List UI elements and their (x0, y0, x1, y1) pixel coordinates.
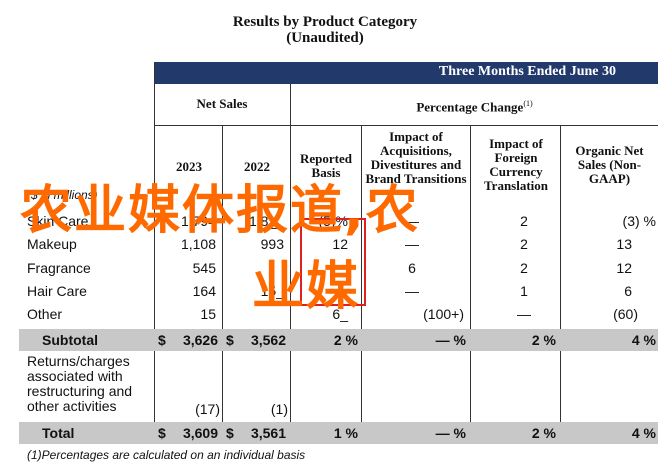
value-2022: 993 (260, 236, 284, 252)
divider-reported (361, 126, 362, 444)
organic-header: Organic Net Sales (Non-GAAP) (575, 143, 644, 186)
year-2022-header: 2022 (244, 159, 270, 174)
value-organic: 12 (616, 260, 632, 276)
subtotal-dollar-2023: $ (158, 332, 166, 348)
impact-fx-header: Impact of Foreign Currency Translation (483, 136, 549, 193)
value-reported: 12 (332, 236, 348, 252)
total-organic: 4 % (631, 425, 656, 441)
units-label: ($ in millions) (27, 188, 98, 202)
subtotal-row (19, 329, 658, 351)
total-2023: 3,609 (182, 425, 218, 441)
value-organic: 6 (624, 283, 632, 299)
row-label: Skin Care (27, 213, 89, 229)
total-acq: — % (435, 425, 466, 441)
reported-basis-header: Reported Basis (300, 151, 352, 180)
value-2023: 15 (200, 306, 216, 322)
net-sales-header: Net Sales (196, 96, 248, 111)
value-fx: 2 (520, 213, 528, 229)
report-title: Results by Product Category (232, 14, 418, 30)
footnote: (1)Percentages are calculated on an indi… (27, 448, 306, 462)
total-dollar-2022: $ (226, 425, 234, 441)
total-fx: 2 % (531, 425, 556, 441)
impact-acq-header: Impact of Acquisitions, Divestitures and… (365, 129, 467, 186)
total-label: Total (42, 425, 75, 441)
value-fx: 1 (520, 283, 528, 299)
subtotal-organic: 4 % (631, 332, 656, 348)
value-2023: 164 (192, 283, 216, 299)
value-acq: (100+) (423, 306, 464, 322)
subtotal-fx: 2 % (531, 332, 556, 348)
divider-subheader (154, 125, 658, 126)
subtotal-label: Subtotal (42, 332, 98, 348)
value-organic: 13 (616, 236, 632, 252)
value-reported: 6_ (332, 306, 348, 322)
subtotal-2022: 3,562 (250, 332, 286, 348)
row-label: Fragrance (27, 260, 91, 276)
watermark-line2: 业媒 (252, 257, 361, 317)
returns-2022: (1) (270, 401, 288, 417)
divider-netsales (290, 84, 291, 444)
returns-label: Returns/charges associated with restruct… (27, 353, 133, 414)
value-2023: 1,794 (180, 213, 216, 229)
total-row (19, 422, 658, 444)
subtotal-acq: — % (435, 332, 466, 348)
report-subtitle: (Unaudited) (286, 30, 364, 46)
value-2023: 545 (192, 260, 216, 276)
highlight-box (300, 218, 366, 306)
returns-2023: (17) (195, 401, 220, 417)
value-organic: (3) % (622, 213, 656, 229)
divider-left (154, 62, 155, 444)
period-label: Three Months Ended June 30 (438, 64, 616, 79)
total-2022: 3,561 (250, 425, 286, 441)
value-2023: 1,108 (180, 236, 216, 252)
value-acq: — (405, 213, 419, 229)
subtotal-reported: 2 % (333, 332, 358, 348)
row-label: Hair Care (27, 283, 87, 299)
value-2022: 1,8__ (248, 213, 284, 229)
value-reported: (5)% (318, 213, 348, 229)
subtotal-dollar-2022: $ (226, 332, 234, 348)
value-acq: 6 (408, 260, 416, 276)
value-fx: 2 (520, 260, 528, 276)
row-label: Makeup (27, 236, 77, 252)
divider-acq (470, 126, 471, 444)
divider-years (222, 126, 223, 444)
subtotal-2023: 3,626 (182, 332, 218, 348)
value-2022: 15_ (260, 283, 284, 299)
value-acq: — (405, 283, 419, 299)
value-fx: — (517, 306, 531, 322)
watermark-line1: 农业媒体报道,农 (20, 181, 420, 241)
period-header: Three Months Ended June 30 (154, 62, 658, 84)
value-acq: — (405, 236, 419, 252)
value-fx: 2 (520, 236, 528, 252)
total-dollar-2023: $ (158, 425, 166, 441)
pct-change-header: Percentage Change(1) (416, 99, 533, 115)
total-reported: 1 % (333, 425, 358, 441)
value-organic: (60) (613, 306, 638, 322)
divider-fx (560, 126, 561, 444)
row-label: Other (27, 306, 63, 322)
year-2023-header: 2023 (176, 159, 202, 174)
